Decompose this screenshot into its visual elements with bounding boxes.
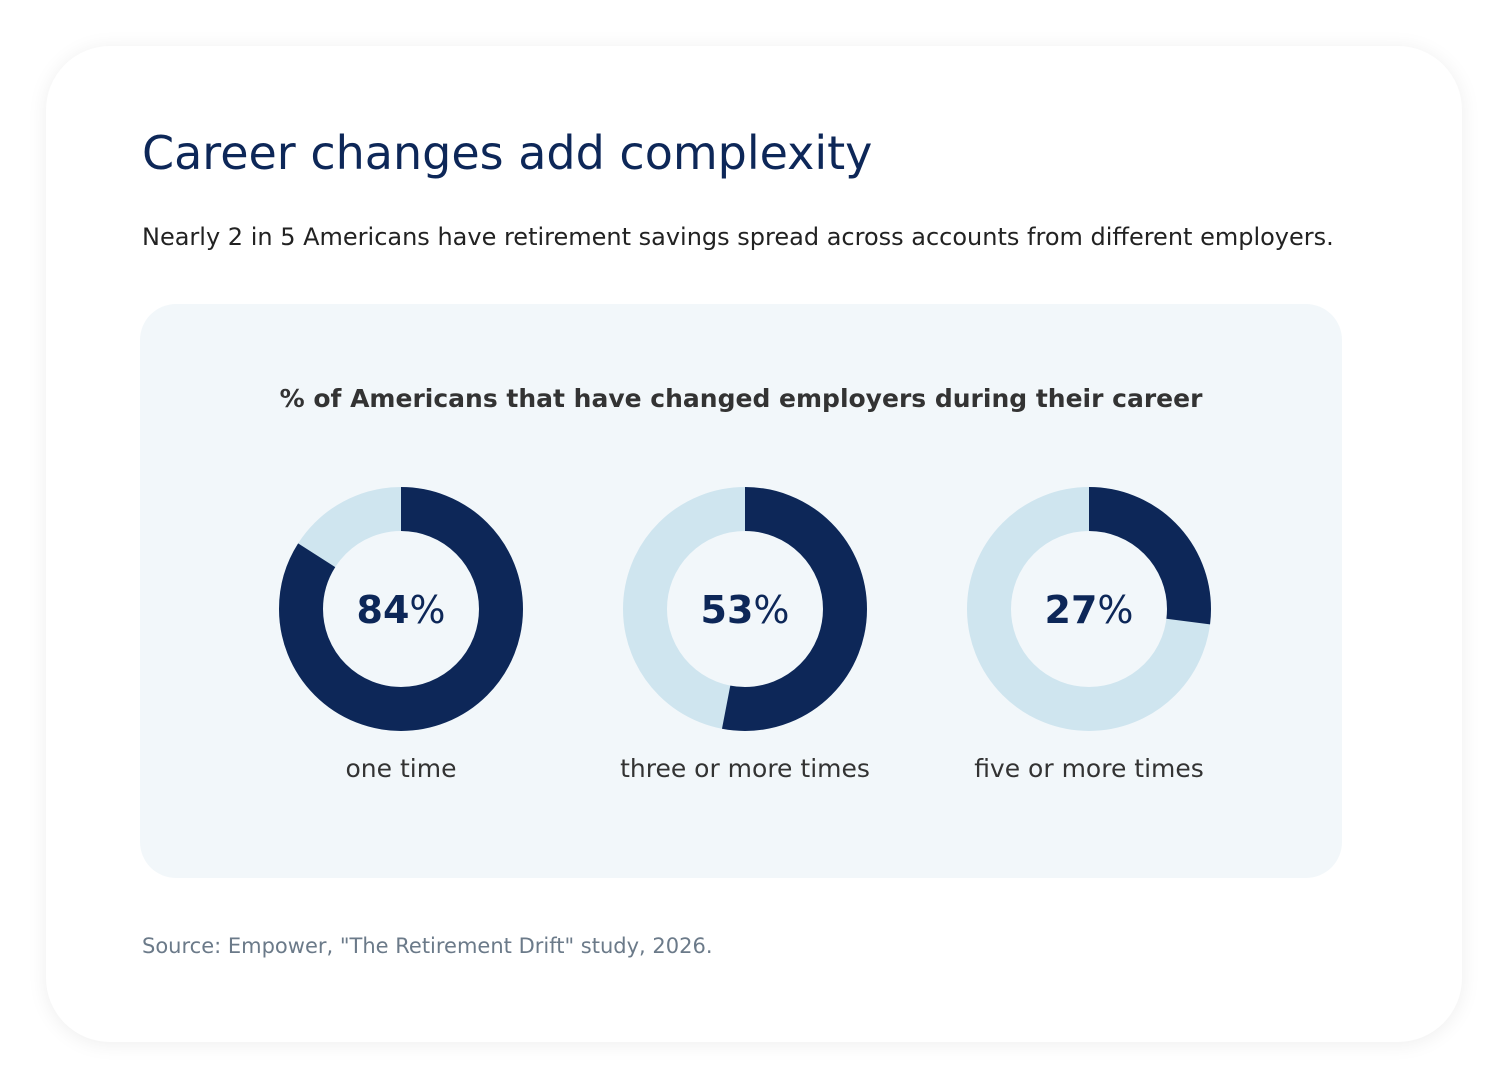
donut-chart-one-time [279, 487, 523, 731]
source-note: Source: Empower, "The Retirement Drift" … [142, 934, 713, 958]
value-label-three-or-more: 53% [580, 586, 910, 634]
card: Career changes add complexity Nearly 2 i… [46, 46, 1462, 1042]
chart-panel: % of Americans that have changed employe… [140, 304, 1342, 878]
donut-five-or-more: 27% five or more times [924, 482, 1254, 802]
value-unit-one-time: % [409, 588, 446, 632]
donut-three-or-more: 53% three or more times [580, 482, 910, 802]
value-label-one-time: 84% [236, 586, 566, 634]
category-label-three-or-more: three or more times [620, 754, 870, 783]
value-unit-three-or-more: % [753, 588, 790, 632]
value-label-five-or-more: 27% [924, 586, 1254, 634]
category-label-five-or-more: five or more times [974, 754, 1204, 783]
value-number-three-or-more: 53 [700, 588, 754, 632]
chart-title: % of Americans that have changed employe… [279, 384, 1203, 413]
value-number-five-or-more: 27 [1044, 588, 1098, 632]
value-unit-five-or-more: % [1097, 588, 1134, 632]
donut-one-time: 84% one time [236, 482, 566, 802]
value-number-one-time: 84 [356, 588, 410, 632]
category-label-one-time: one time [345, 754, 457, 783]
page-subtitle: Nearly 2 in 5 Americans have retirement … [142, 223, 1334, 251]
page-title: Career changes add complexity [142, 126, 873, 180]
donut-slice-three-or-more [623, 487, 867, 731]
donut-slice-one-time [279, 487, 523, 731]
donut-chart-five-or-more [967, 487, 1211, 731]
donut-chart-three-or-more [623, 487, 867, 731]
donut-slice-five-or-more [967, 487, 1211, 731]
